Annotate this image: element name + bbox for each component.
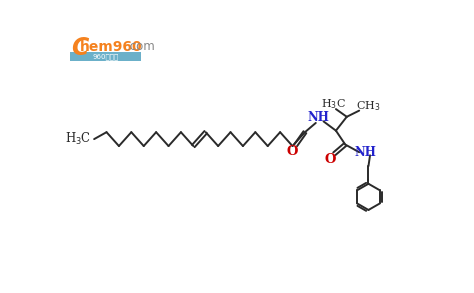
Text: 960化工网: 960化工网 xyxy=(92,53,119,60)
Text: O: O xyxy=(325,154,336,166)
Text: NH: NH xyxy=(355,146,376,159)
Text: H$_3$C: H$_3$C xyxy=(65,131,91,147)
Text: NH: NH xyxy=(307,111,329,124)
Text: H$_3$C: H$_3$C xyxy=(321,98,346,111)
Text: .com: .com xyxy=(127,40,155,53)
Text: O: O xyxy=(287,145,298,158)
Text: hem960: hem960 xyxy=(80,40,142,54)
Text: CH$_3$: CH$_3$ xyxy=(356,99,381,113)
FancyBboxPatch shape xyxy=(70,52,141,61)
Text: C: C xyxy=(71,36,88,60)
